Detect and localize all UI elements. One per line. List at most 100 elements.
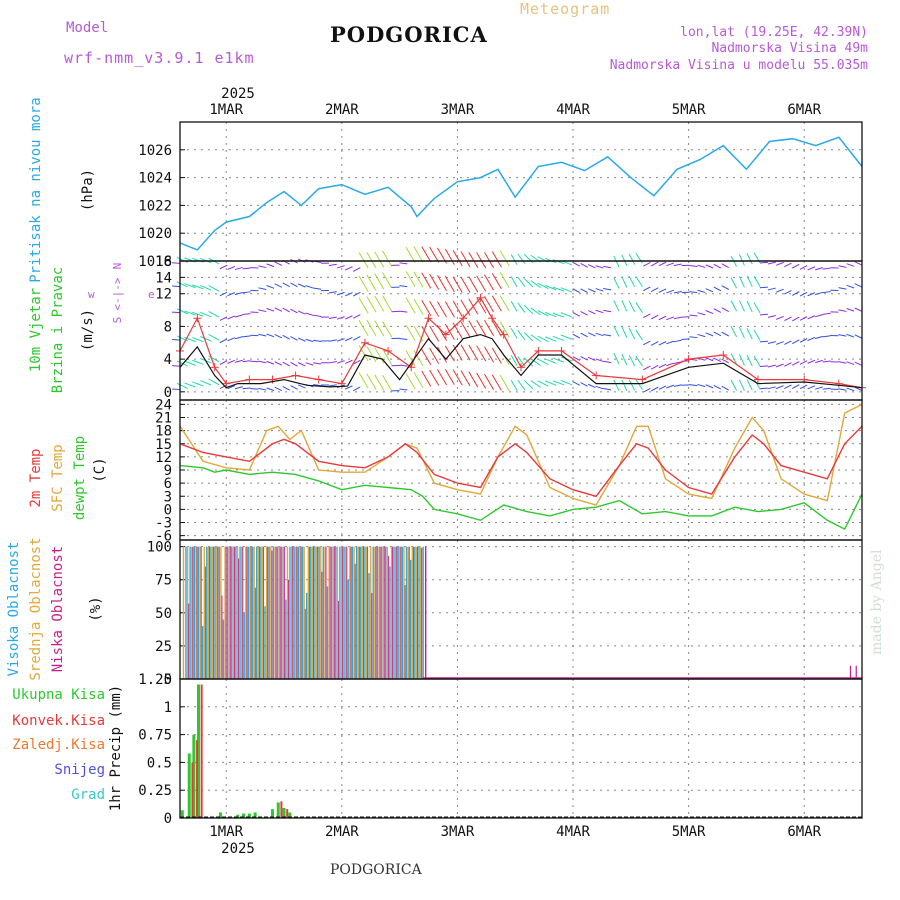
wind-barb <box>658 385 667 390</box>
wind-barb <box>242 313 251 316</box>
wind-barb <box>460 251 471 268</box>
wind-barb <box>643 262 651 267</box>
wind-barb <box>234 336 243 340</box>
wind-barb <box>399 388 408 391</box>
lonlat-label: lon,lat (19.25E, 42.39N) <box>680 25 868 40</box>
wind-barb <box>753 329 761 341</box>
wind-barb <box>689 336 698 339</box>
wind-barb <box>517 253 526 264</box>
wind-barb <box>537 358 549 366</box>
wind-barb <box>666 340 675 345</box>
wind-barb <box>437 369 447 386</box>
wind-barb <box>313 287 322 290</box>
wind-barb <box>274 333 283 339</box>
precip-total-bar <box>282 807 286 818</box>
wind-barb <box>313 383 322 387</box>
wind-barb <box>344 359 353 365</box>
wind-barb <box>429 300 440 317</box>
wind-barb <box>595 309 604 314</box>
wind-barb <box>382 250 393 267</box>
wind-barb <box>510 276 518 288</box>
wind-barb <box>650 287 659 293</box>
precip-total-bar <box>236 814 240 818</box>
wind-barb <box>822 387 831 390</box>
wind-barb <box>499 295 510 312</box>
precip-legend-item: Snijeg <box>54 762 105 778</box>
top-date-label: 4MAR <box>556 102 590 118</box>
wind-barb <box>510 327 518 339</box>
wind-barb <box>572 261 581 267</box>
wind-barb <box>854 261 863 266</box>
wind-barb <box>358 372 369 389</box>
wind-barb <box>705 288 714 293</box>
precip-frame <box>179 678 863 819</box>
wind-barb <box>192 311 204 317</box>
wind-barb <box>429 246 440 263</box>
precip-ylabel: 1hr Precip (mm) <box>108 685 124 811</box>
wind-barb <box>421 272 432 289</box>
wind-barb <box>775 288 784 293</box>
wind-barb <box>353 335 361 341</box>
wind-barb <box>799 338 808 343</box>
temperature-frame <box>179 399 863 541</box>
wind-barb <box>572 333 581 339</box>
wind-barb <box>405 247 416 264</box>
wind-barb <box>572 381 581 386</box>
pressure-ylabel: Pritisak na nivou mora <box>28 97 44 282</box>
bottom-station-label: PODGORICA <box>330 862 422 878</box>
wind-barb <box>413 298 424 315</box>
wind-barb <box>468 371 479 388</box>
wind-barb <box>328 339 337 342</box>
wind-barb <box>460 370 471 387</box>
wind-barb <box>171 262 181 264</box>
precip-total-bar <box>247 813 251 818</box>
wind-barb <box>429 325 440 342</box>
wind-barb <box>807 336 816 342</box>
wind-barb <box>738 326 745 339</box>
precip-ytick-label: 0.5 <box>147 755 172 771</box>
bottom-year-label: 2025 <box>221 841 255 857</box>
wind-barb <box>258 265 267 269</box>
wind-barb <box>544 358 557 364</box>
wind-barb <box>767 314 776 318</box>
wind-barb <box>382 272 393 289</box>
wind-barb <box>799 265 808 270</box>
wind-barb <box>328 361 337 364</box>
wind-barb <box>697 333 706 338</box>
chart-title: Meteogram <box>520 0 611 18</box>
wind-barb <box>184 283 196 289</box>
wind-barb <box>552 286 565 292</box>
cloud-ytick-label: 75 <box>155 573 172 589</box>
wind-barb <box>587 310 596 315</box>
wind-barb <box>635 302 643 313</box>
wind-barb <box>258 287 267 291</box>
wind-barb <box>822 335 831 338</box>
top-date-label: 3MAR <box>441 102 475 118</box>
wind-barb <box>746 379 753 391</box>
wind-barb <box>784 340 792 345</box>
wind-barb <box>595 385 604 390</box>
temp-ytick-label: -3 <box>155 516 172 532</box>
wind-barb <box>738 276 745 288</box>
wind-barb <box>266 360 275 365</box>
wind-barb <box>730 300 738 312</box>
wind-barb <box>452 250 463 267</box>
wind-barb <box>814 314 823 318</box>
wind-barb <box>282 361 290 367</box>
wind-barb <box>643 313 651 319</box>
wind-ytick-label: 4 <box>164 352 172 368</box>
wind-ytick-label: 12 <box>155 287 172 303</box>
precip-total-bar <box>242 813 246 818</box>
wind-barb <box>176 360 189 367</box>
wind-barb <box>413 271 424 288</box>
wind-barb <box>650 386 659 392</box>
wind-barb <box>689 384 698 387</box>
wind-barb <box>305 285 314 289</box>
wind-barb <box>184 310 196 316</box>
wind-barb <box>227 385 236 390</box>
wind-barb <box>628 354 636 367</box>
temp-ytick-label: 0 <box>164 502 172 518</box>
precip-total-bar <box>253 812 257 818</box>
wind-ylabel-1: 10m Vjetar <box>28 288 44 372</box>
pressure-unit: (hPa) <box>80 169 96 211</box>
